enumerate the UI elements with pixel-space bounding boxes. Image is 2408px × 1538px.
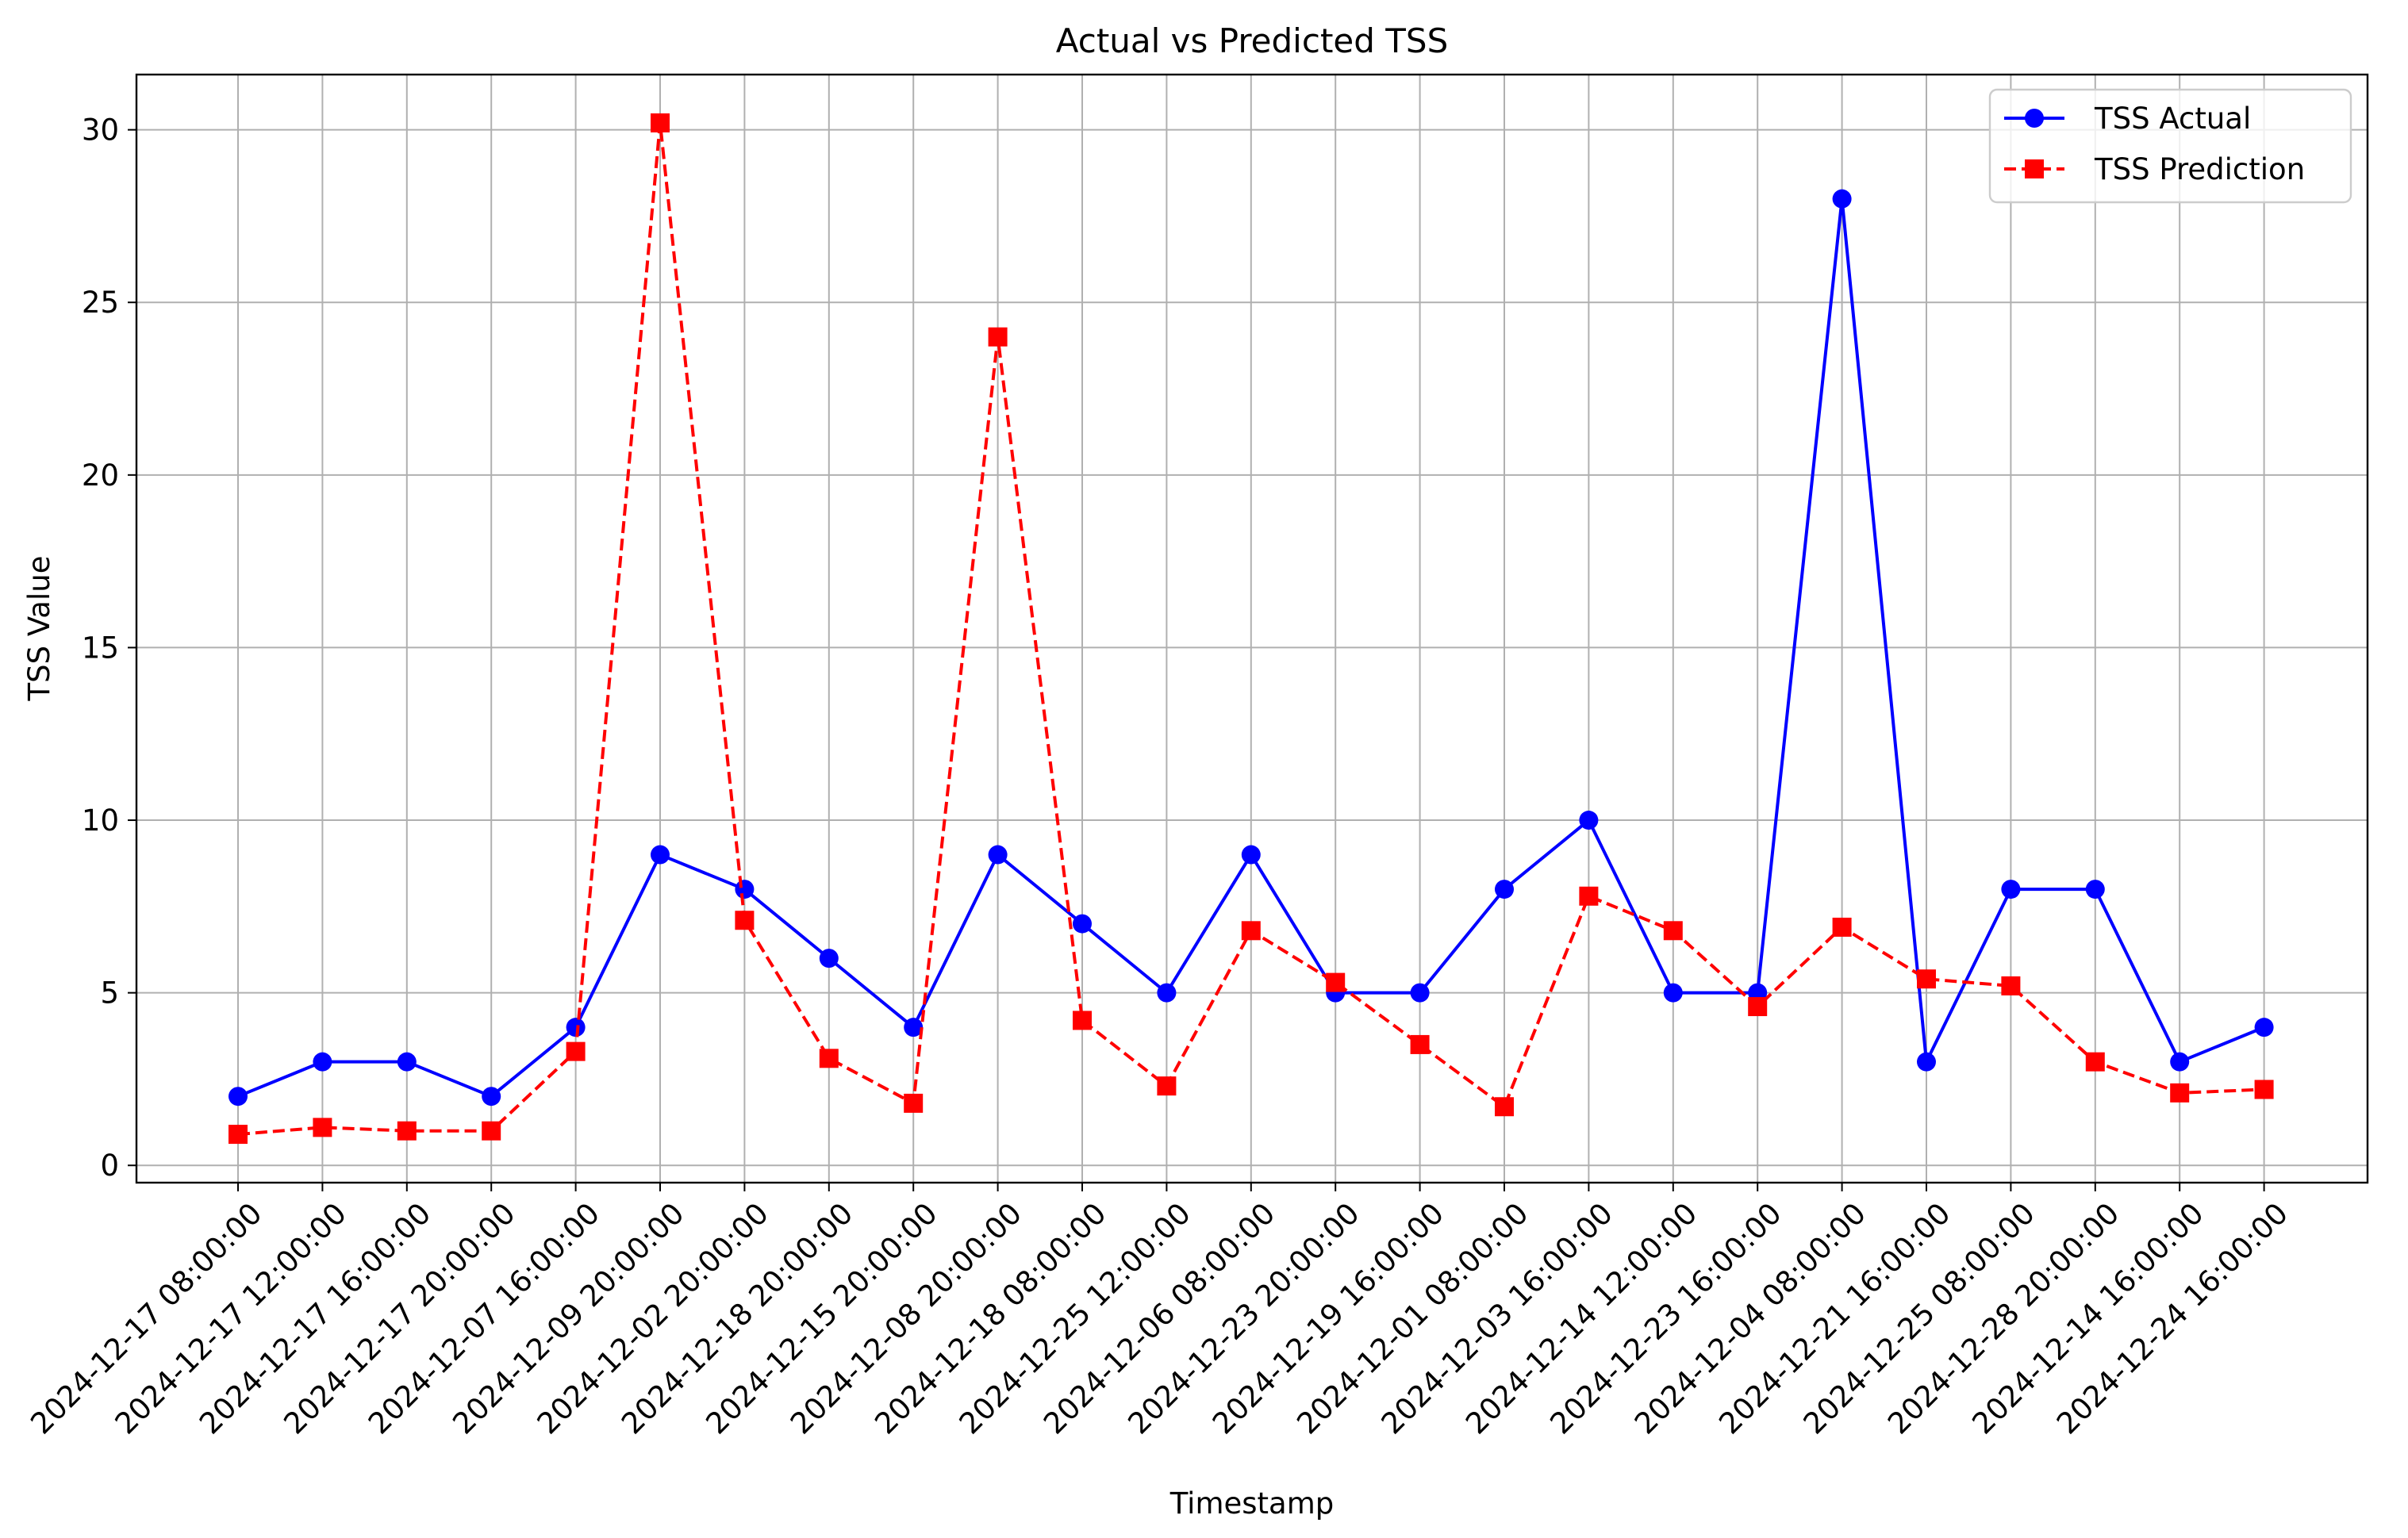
data-point-tss-prediction	[566, 1041, 586, 1061]
data-point-tss-prediction	[1917, 969, 1936, 989]
data-point-tss-prediction	[313, 1118, 332, 1137]
data-point-tss-prediction	[482, 1121, 501, 1141]
data-point-tss-actual	[1917, 1052, 1936, 1072]
data-point-tss-prediction	[2254, 1080, 2274, 1099]
plot-area-frame	[135, 73, 2369, 1184]
legend-label-tss-actual: TSS Actual	[2094, 102, 2251, 136]
data-point-tss-actual	[819, 949, 839, 968]
series-group	[229, 113, 2274, 1145]
data-point-tss-actual	[566, 1018, 586, 1037]
series-tss-actual	[229, 189, 2274, 1107]
data-point-tss-prediction	[2170, 1083, 2190, 1103]
data-point-tss-prediction	[1495, 1097, 1514, 1117]
data-point-tss-actual	[229, 1087, 248, 1107]
data-point-tss-actual	[1495, 880, 1514, 899]
data-point-tss-actual	[1579, 811, 1599, 830]
data-point-tss-actual	[397, 1052, 417, 1072]
y-tick-label: 15	[82, 631, 119, 665]
data-point-tss-actual	[651, 845, 670, 865]
legend-label-tss-prediction: TSS Prediction	[2094, 152, 2305, 186]
chart-title: Actual vs Predicted TSS	[1056, 21, 1449, 60]
data-point-tss-prediction	[1579, 886, 1599, 906]
data-point-tss-actual	[313, 1052, 332, 1072]
series-tss-prediction	[229, 113, 2274, 1145]
data-point-tss-actual	[1241, 845, 1261, 865]
y-tick-label: 20	[82, 458, 119, 493]
data-point-tss-prediction	[1073, 1011, 1092, 1030]
data-point-tss-prediction	[1663, 921, 1683, 941]
data-point-tss-actual	[988, 845, 1008, 865]
data-point-tss-actual	[1157, 983, 1177, 1003]
x-axis-label: Timestamp	[1169, 1486, 1335, 1521]
data-point-tss-prediction	[2001, 976, 2021, 995]
data-point-tss-actual	[2085, 880, 2105, 899]
data-point-tss-actual	[1073, 914, 1092, 934]
y-tick-label: 25	[82, 286, 119, 320]
data-point-tss-prediction	[735, 911, 755, 930]
legend: TSS Actual TSS Prediction	[1988, 88, 2352, 204]
data-point-tss-prediction	[1748, 997, 1768, 1017]
grid	[136, 75, 2368, 1183]
y-axis-label: TSS Value	[22, 556, 56, 702]
data-point-tss-prediction	[1410, 1034, 1430, 1054]
data-point-tss-actual	[2001, 880, 2021, 899]
data-point-tss-actual	[1410, 983, 1430, 1003]
y-tick-label: 30	[82, 113, 119, 148]
legend-marker-tss-actual	[2025, 109, 2044, 128]
data-point-tss-prediction	[651, 113, 670, 132]
data-point-tss-actual	[1832, 189, 1852, 209]
y-tick-label: 0	[100, 1149, 119, 1183]
data-point-tss-prediction	[1157, 1076, 1177, 1096]
data-point-tss-prediction	[904, 1093, 924, 1113]
data-point-tss-prediction	[1326, 972, 1346, 992]
data-point-tss-actual	[735, 880, 755, 899]
data-point-tss-actual	[904, 1018, 924, 1037]
data-point-tss-actual	[2170, 1052, 2190, 1072]
data-point-tss-prediction	[397, 1121, 417, 1141]
data-point-tss-actual	[1663, 983, 1683, 1003]
data-point-tss-prediction	[819, 1049, 839, 1068]
data-point-tss-actual	[482, 1087, 501, 1107]
y-tick-label: 5	[100, 976, 119, 1011]
data-point-tss-prediction	[988, 327, 1008, 347]
data-point-tss-prediction	[1832, 917, 1852, 937]
legend-box	[1988, 88, 2352, 204]
y-tick-label: 10	[82, 804, 119, 838]
y-axis: 0 5 10 15 20 25 30	[82, 113, 136, 1183]
data-point-tss-prediction	[229, 1125, 248, 1145]
data-point-tss-prediction	[1241, 921, 1261, 941]
data-point-tss-actual	[2254, 1018, 2274, 1037]
data-point-tss-prediction	[2085, 1052, 2105, 1072]
legend-marker-tss-prediction	[2025, 159, 2044, 178]
